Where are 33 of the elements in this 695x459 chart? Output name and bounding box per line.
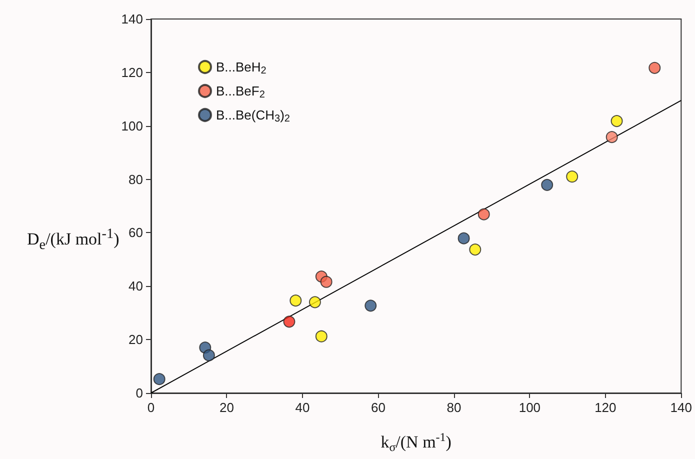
x-tick-label: 60: [370, 400, 386, 415]
y-tick-label: 60: [128, 225, 143, 240]
point: [290, 294, 302, 307]
point: [153, 373, 166, 386]
y-tick-label: 120: [121, 64, 143, 80]
point: [648, 62, 661, 74]
point: [308, 296, 321, 308]
point: [606, 131, 618, 144]
point: [202, 349, 215, 362]
x-tick-label: 80: [446, 400, 462, 415]
point: [541, 178, 554, 191]
x-tick-label: 140: [670, 400, 692, 415]
y-tick-label: 40: [128, 278, 143, 294]
point: [364, 300, 377, 312]
y-tick-label: 100: [121, 118, 143, 134]
x-tick-label: 120: [594, 400, 616, 415]
point: [458, 232, 470, 244]
y-tick-label: 20: [128, 332, 143, 348]
x-tick-label: 0: [147, 400, 155, 415]
y-tick-label: 0: [136, 386, 143, 400]
x-tick-label: 20: [220, 400, 234, 415]
y-axis-title: D$_{e}$/(kJ mol$^{-1}$): [27, 226, 120, 254]
x-tick-label: 40: [295, 400, 310, 415]
x-tick-label: 100: [518, 400, 541, 415]
point: [283, 316, 296, 328]
point: [315, 330, 328, 342]
point: [610, 115, 623, 128]
point: [320, 276, 332, 288]
point: [566, 170, 578, 183]
point: [478, 208, 490, 220]
y-tick-label: 80: [128, 172, 143, 187]
point: [469, 244, 482, 256]
y-tick-label: 140: [121, 12, 143, 26]
